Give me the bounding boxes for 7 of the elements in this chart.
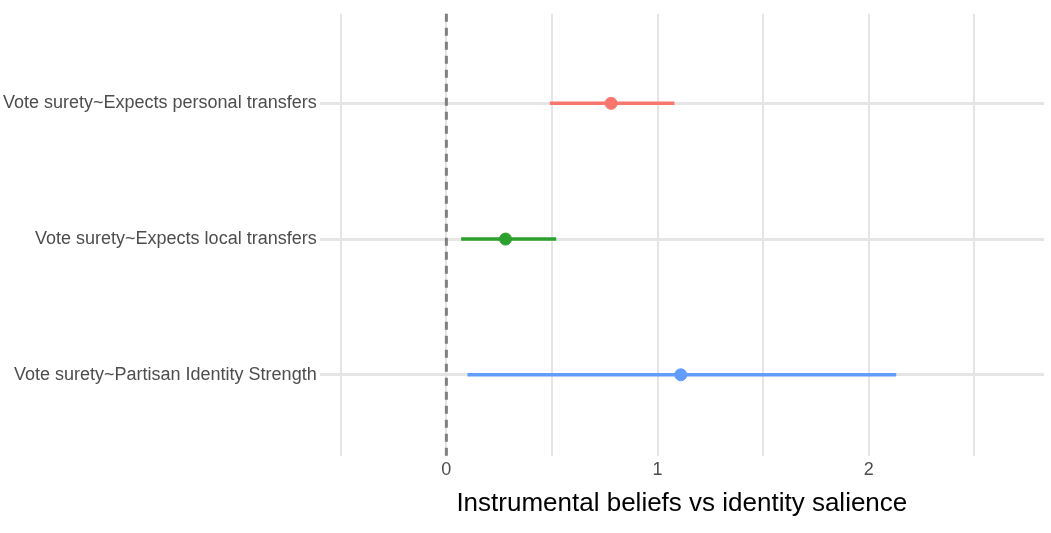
y-tick-label: Vote surety~Expects local transfers xyxy=(35,228,317,249)
x-tick-label: 1 xyxy=(652,458,663,479)
y-tick-label: Vote surety~Partisan Identity Strength xyxy=(13,363,317,384)
x-tick-label: 2 xyxy=(863,458,874,479)
x-tick-label: 0 xyxy=(441,458,452,479)
x-axis-title: Instrumental beliefs vs identity salience xyxy=(456,486,908,517)
y-tick-label: Vote surety~Expects personal transfers xyxy=(2,92,317,113)
